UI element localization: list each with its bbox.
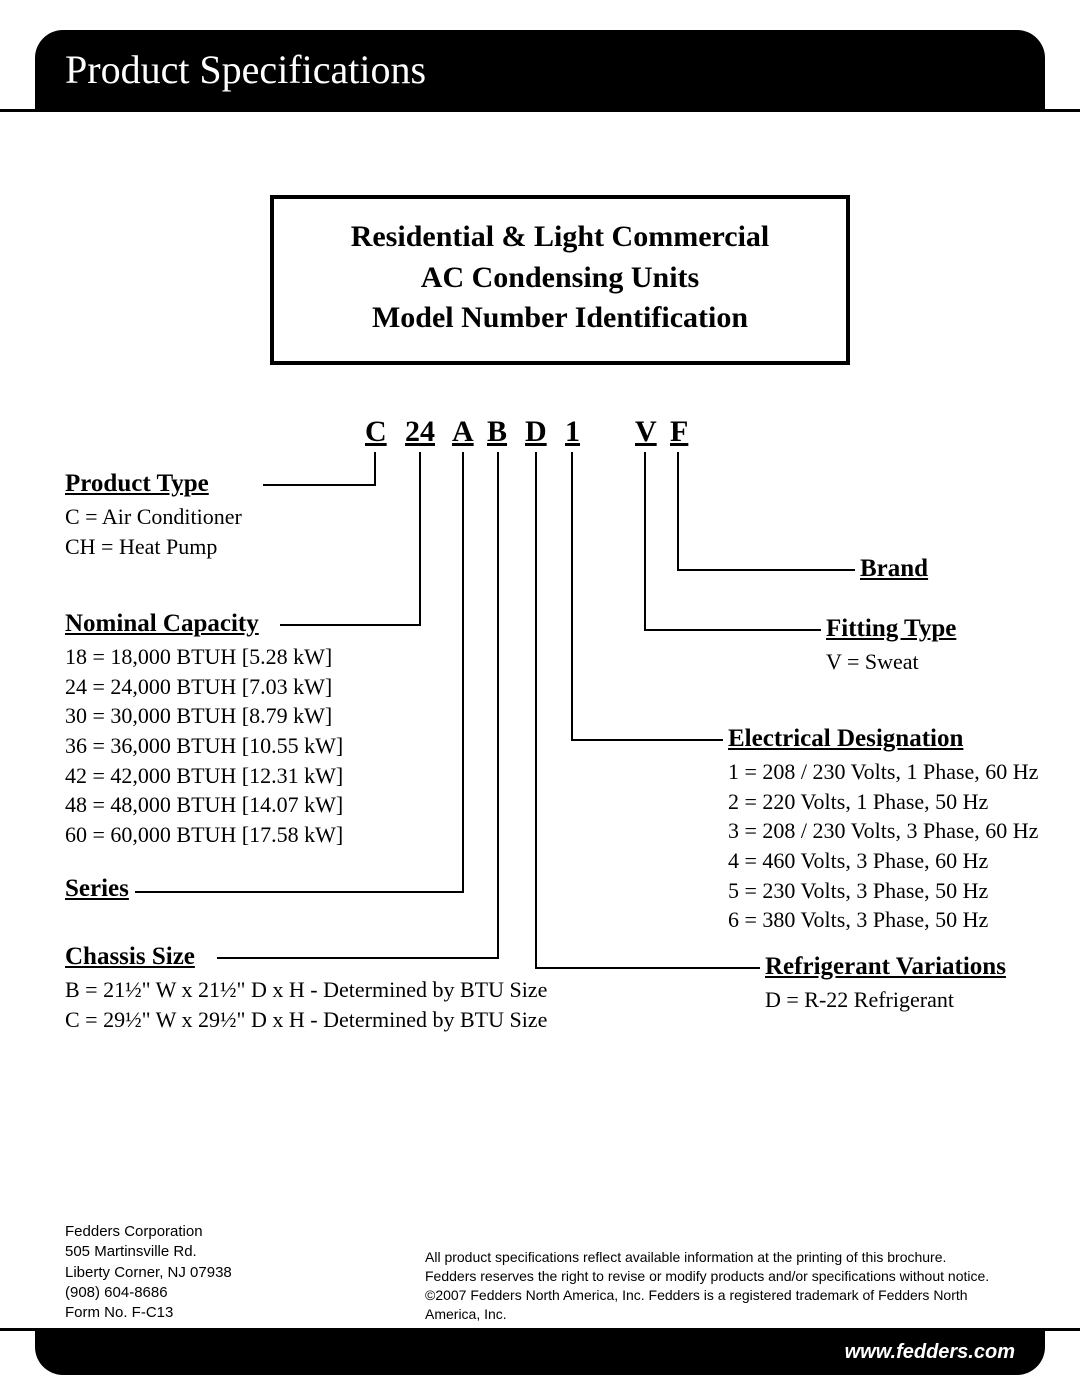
- brand-block: Brand: [860, 555, 928, 583]
- nominal-capacity-title: Nominal Capacity: [65, 610, 343, 638]
- header: Product Specifications: [0, 30, 1080, 112]
- text-line: 4 = 460 Volts, 3 Phase, 60 Hz: [728, 846, 1038, 876]
- text-line: 48 = 48,000 BTUH [14.07 kW]: [65, 790, 343, 820]
- header-title: Product Specifications: [35, 30, 1045, 111]
- legal-l2: Fedders reserves the right to revise or …: [425, 1267, 1005, 1286]
- electrical-block: Electrical Designation 1 = 208 / 230 Vol…: [728, 725, 1038, 935]
- text-line: CH = Heat Pump: [65, 532, 242, 562]
- company-phone: (908) 604-8686: [65, 1283, 232, 1303]
- connector-line: [536, 452, 760, 968]
- nominal-capacity-body: 18 = 18,000 BTUH [5.28 kW]24 = 24,000 BT…: [65, 642, 343, 850]
- connector-line: [280, 452, 420, 625]
- electrical-body: 1 = 208 / 230 Volts, 1 Phase, 60 Hz2 = 2…: [728, 757, 1038, 935]
- chassis-size-title: Chassis Size: [65, 943, 547, 971]
- model-char: F: [670, 415, 688, 449]
- fitting-type-body: V = Sweat: [826, 647, 956, 677]
- title-line-1: Residential & Light Commercial: [284, 217, 836, 258]
- text-line: 24 = 24,000 BTUH [7.03 kW]: [65, 672, 343, 702]
- text-line: 60 = 60,000 BTUH [17.58 kW]: [65, 820, 343, 850]
- model-char: V: [635, 415, 657, 449]
- text-line: C = Air Conditioner: [65, 502, 242, 532]
- bottom-bar: www.fedders.com: [35, 1331, 1045, 1375]
- refrigerant-block: Refrigerant Variations D = R-22 Refriger…: [765, 953, 1006, 1015]
- chassis-size-block: Chassis Size B = 21½" W x 21½" D x H - D…: [65, 943, 547, 1034]
- text-line: 6 = 380 Volts, 3 Phase, 50 Hz: [728, 905, 1038, 935]
- company-addr2: Liberty Corner, NJ 07938: [65, 1263, 232, 1283]
- title-box: Residential & Light Commercial AC Conden…: [270, 195, 850, 365]
- series-title: Series: [65, 875, 129, 903]
- text-line: V = Sweat: [826, 647, 956, 677]
- text-line: 30 = 30,000 BTUH [8.79 kW]: [65, 701, 343, 731]
- nominal-capacity-block: Nominal Capacity 18 = 18,000 BTUH [5.28 …: [65, 610, 343, 850]
- chassis-size-body: B = 21½" W x 21½" D x H - Determined by …: [65, 975, 547, 1034]
- connector-line: [572, 452, 723, 740]
- text-line: 18 = 18,000 BTUH [5.28 kW]: [65, 642, 343, 672]
- model-char: 1: [565, 415, 580, 449]
- text-line: 2 = 220 Volts, 1 Phase, 50 Hz: [728, 787, 1038, 817]
- text-line: 1 = 208 / 230 Volts, 1 Phase, 60 Hz: [728, 757, 1038, 787]
- text-line: 3 = 208 / 230 Volts, 3 Phase, 60 Hz: [728, 816, 1038, 846]
- company-addr1: 505 Martinsville Rd.: [65, 1242, 232, 1262]
- text-line: C = 29½" W x 29½" D x H - Determined by …: [65, 1005, 547, 1035]
- connector-line: [678, 452, 855, 570]
- refrigerant-body: D = R-22 Refrigerant: [765, 985, 1006, 1015]
- fitting-type-title: Fitting Type: [826, 615, 956, 643]
- text-line: D = R-22 Refrigerant: [765, 985, 1006, 1015]
- company-name: Fedders Corporation: [65, 1222, 232, 1242]
- legal-l3: ©2007 Fedders North America, Inc. Fedder…: [425, 1286, 1005, 1324]
- text-line: 5 = 230 Volts, 3 Phase, 50 Hz: [728, 876, 1038, 906]
- company-form: Form No. F-C13: [65, 1303, 232, 1323]
- legal-l1: All product specifications reflect avail…: [425, 1248, 1005, 1267]
- fitting-type-block: Fitting Type V = Sweat: [826, 615, 956, 677]
- text-line: B = 21½" W x 21½" D x H - Determined by …: [65, 975, 547, 1005]
- electrical-title: Electrical Designation: [728, 725, 1038, 753]
- product-type-block: Product Type C = Air ConditionerCH = Hea…: [65, 470, 242, 561]
- product-type-body: C = Air ConditionerCH = Heat Pump: [65, 502, 242, 561]
- title-line-2: AC Condensing Units: [284, 258, 836, 299]
- title-line-3: Model Number Identification: [284, 298, 836, 339]
- model-char: 24: [405, 415, 435, 449]
- footer-url: www.fedders.com: [845, 1341, 1015, 1363]
- text-line: 42 = 42,000 BTUH [12.31 kW]: [65, 761, 343, 791]
- refrigerant-title: Refrigerant Variations: [765, 953, 1006, 981]
- model-char: A: [452, 415, 474, 449]
- connector-line: [645, 452, 821, 630]
- text-line: 36 = 36,000 BTUH [10.55 kW]: [65, 731, 343, 761]
- connector-line: [263, 452, 375, 485]
- model-char: C: [365, 415, 387, 449]
- model-char: B: [487, 415, 507, 449]
- model-char: D: [525, 415, 547, 449]
- brand-title: Brand: [860, 555, 928, 583]
- header-underline: [0, 109, 1080, 112]
- product-type-title: Product Type: [65, 470, 242, 498]
- footer-company: Fedders Corporation 505 Martinsville Rd.…: [65, 1222, 232, 1323]
- series-block: Series: [65, 875, 129, 903]
